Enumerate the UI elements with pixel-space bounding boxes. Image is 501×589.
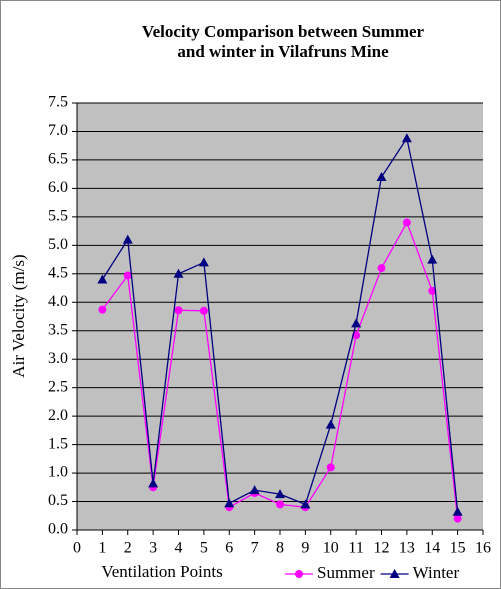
y-tick-label: 5.0 — [48, 236, 68, 253]
y-tick-label: 0.5 — [48, 492, 68, 509]
y-tick-label: 2.5 — [48, 378, 68, 395]
y-tick-label: 7.5 — [48, 94, 68, 111]
y-tick-label: 4.0 — [48, 293, 68, 310]
y-tick-label: 6.5 — [48, 151, 68, 168]
marker — [295, 570, 303, 578]
marker — [326, 463, 335, 472]
marker — [224, 498, 235, 508]
x-tick-label: 3 — [149, 540, 157, 557]
x-tick-label: 5 — [200, 540, 208, 557]
marker — [148, 478, 159, 488]
marker — [97, 274, 108, 284]
marker — [276, 500, 284, 509]
marker — [123, 271, 132, 280]
x-tick-label: 13 — [399, 540, 415, 557]
y-tick-label: 3.5 — [48, 321, 68, 338]
marker — [377, 264, 386, 273]
marker — [325, 419, 336, 429]
y-tick-label: 5.5 — [48, 208, 68, 225]
x-tick-label: 7 — [251, 540, 259, 557]
x-tick-label: 11 — [348, 540, 363, 557]
marker — [275, 489, 285, 499]
y-tick-label: 6.0 — [48, 179, 68, 196]
x-tick-label: 16 — [475, 540, 491, 557]
x-tick-label: 8 — [276, 540, 284, 557]
legend-label: Summer — [317, 563, 375, 582]
marker — [174, 306, 183, 315]
marker — [351, 318, 362, 328]
chart-title: and winter in Vilafruns Mine — [177, 42, 389, 61]
x-tick-label: 12 — [374, 540, 390, 557]
legend-label: Winter — [413, 563, 460, 582]
y-axis-label: Air Velocity (m/s) — [9, 254, 28, 377]
y-tick-label: 4.5 — [48, 264, 68, 281]
y-tick-label: 0.0 — [48, 521, 68, 538]
marker — [122, 234, 133, 244]
x-axis-label: Ventilation Points — [101, 562, 222, 581]
y-tick-label: 1.5 — [48, 435, 68, 452]
x-tick-label: 2 — [124, 540, 132, 557]
x-tick-label: 9 — [301, 540, 309, 557]
marker — [427, 254, 438, 264]
x-tick-label: 6 — [225, 540, 233, 557]
marker — [198, 257, 209, 267]
y-tick-label: 3.0 — [48, 350, 68, 367]
chart-title: Velocity Comparison between Summer — [142, 22, 425, 41]
x-tick-label: 15 — [450, 540, 466, 557]
marker — [300, 499, 311, 509]
x-tick-label: 10 — [323, 540, 339, 557]
x-tick-label: 14 — [424, 540, 440, 557]
marker — [402, 218, 411, 227]
marker — [98, 305, 107, 314]
marker — [401, 133, 412, 143]
marker — [249, 485, 260, 495]
x-tick-label: 0 — [73, 540, 81, 557]
marker — [173, 268, 184, 278]
x-tick-label: 1 — [98, 540, 106, 557]
y-tick-label: 7.0 — [48, 122, 68, 139]
marker — [428, 286, 437, 295]
marker — [453, 514, 462, 523]
marker — [199, 306, 208, 315]
x-tick-label: 4 — [175, 540, 183, 557]
marker — [452, 506, 463, 516]
marker — [389, 569, 400, 578]
y-tick-label: 1.0 — [48, 464, 68, 481]
y-tick-label: 2.0 — [48, 407, 68, 424]
marker — [376, 172, 387, 182]
plot-area — [77, 103, 483, 530]
